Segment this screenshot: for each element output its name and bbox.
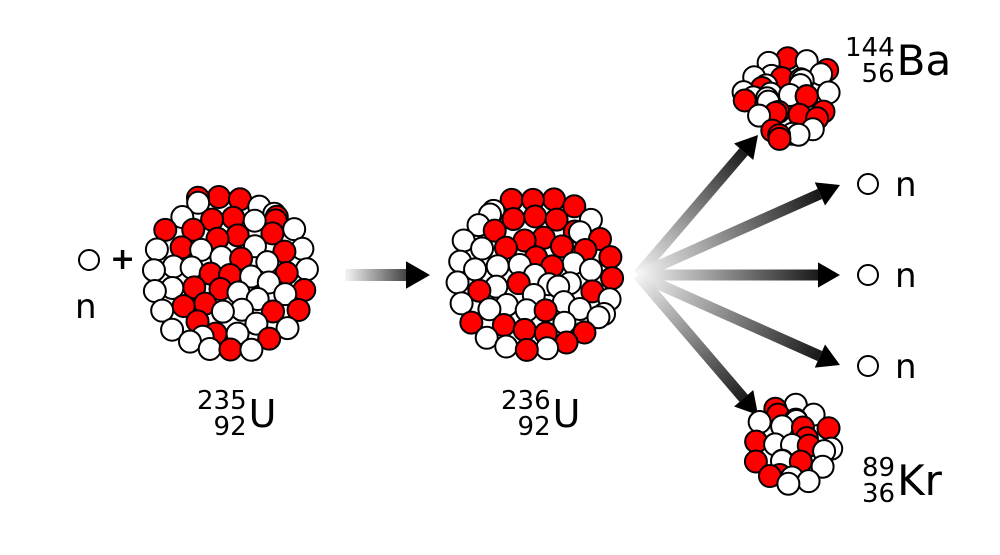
kr89-mass: 89	[862, 455, 895, 481]
neutron-icon	[858, 265, 878, 285]
text: n	[895, 165, 917, 205]
u235-numbers: 235 92	[197, 388, 247, 440]
kr89-label: 89 36 Kr	[862, 455, 942, 507]
out-neutron-2-label: n	[895, 259, 917, 293]
ba144-z: 56	[862, 61, 895, 87]
u235-label: 235 92 U	[197, 388, 276, 440]
text: n	[75, 287, 97, 327]
incoming-neutron-label: n	[75, 290, 97, 324]
out-neutron-3-label: n	[895, 350, 917, 384]
neutron-icon	[858, 174, 878, 194]
u236-symbol: U	[553, 395, 581, 433]
u236-mass: 236	[501, 388, 551, 414]
text: +	[110, 242, 135, 277]
u236-z: 92	[518, 414, 551, 440]
out-neutron-1-label: n	[895, 168, 917, 202]
ba144-label: 144 56 Ba	[845, 35, 951, 87]
u235-mass: 235	[197, 388, 247, 414]
nucleus	[143, 186, 318, 361]
ba144-numbers: 144 56	[845, 35, 895, 87]
text: n	[895, 256, 917, 296]
nucleus	[745, 394, 842, 495]
kr89-z: 36	[862, 481, 895, 507]
ba144-mass: 144	[845, 35, 895, 61]
nucleus	[733, 47, 840, 150]
kr89-symbol: Kr	[897, 460, 942, 502]
neutron-icon	[79, 250, 99, 270]
neutron-icon	[858, 356, 878, 376]
u236-numbers: 236 92	[501, 388, 551, 440]
u236-label: 236 92 U	[501, 388, 580, 440]
ba144-symbol: Ba	[897, 40, 952, 82]
kr89-numbers: 89 36	[862, 455, 895, 507]
fission-diagram: n + 235 92 U 236 92 U 144 56 Ba 89 36 Kr	[0, 0, 1000, 555]
plus-sign: +	[110, 245, 135, 275]
nucleus	[447, 188, 624, 361]
u235-z: 92	[214, 414, 247, 440]
text: n	[895, 347, 917, 387]
u235-symbol: U	[249, 395, 277, 433]
